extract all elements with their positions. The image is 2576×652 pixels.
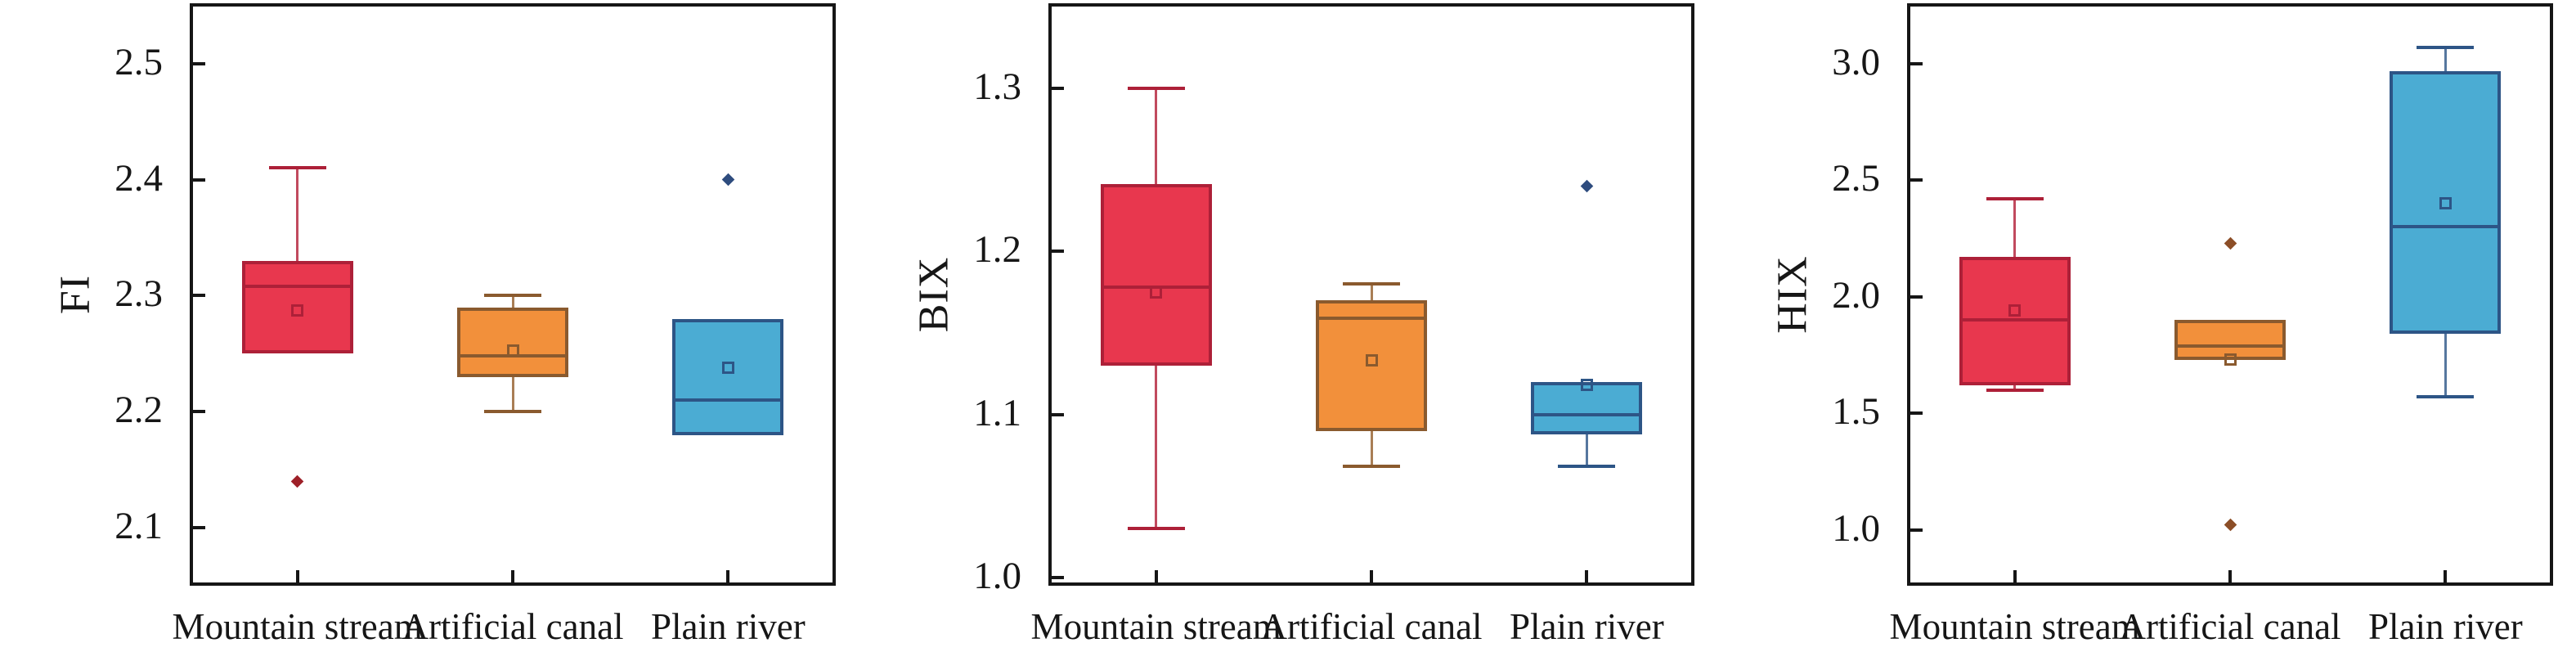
lower-whisker-line (1585, 434, 1588, 467)
mean-marker (506, 344, 519, 357)
median-line (2393, 225, 2498, 229)
x-tick-label: Mountain stream (172, 606, 423, 647)
upper-whisker-line (296, 168, 299, 261)
box-iqr (2390, 70, 2502, 335)
x-tick-mark (1585, 570, 1589, 582)
mean-marker (291, 304, 304, 317)
y-tick-label: 2.1 (114, 505, 163, 548)
y-tick-mark (193, 178, 205, 182)
y-tick-mark (193, 410, 205, 414)
panel-fi: FI 2.1 2.2 2.3 2.4 2.5 Mountain stream Artific… (0, 0, 859, 652)
lower-whisker-cap (1558, 465, 1616, 469)
upper-whisker-line (2444, 47, 2447, 71)
y-tick-mark (193, 294, 205, 298)
lower-whisker-line (1155, 365, 1158, 529)
x-tick-label: Artificial canal (1260, 606, 1483, 647)
lower-whisker-line (1370, 430, 1373, 467)
y-tick-mark (1910, 528, 1923, 532)
y-tick-mark (1052, 412, 1064, 416)
x-tick-mark (2444, 570, 2448, 582)
y-tick-label: 1.0 (973, 555, 1021, 598)
median-line (1319, 316, 1424, 320)
y-tick-label: 1.0 (1832, 506, 1880, 550)
lower-whisker-cap (2417, 395, 2475, 399)
y-tick-label: 2.2 (114, 389, 163, 432)
mean-marker (2008, 304, 2022, 317)
upper-whisker-line (1370, 284, 1373, 300)
lower-whisker-cap (484, 410, 541, 414)
y-tick-label: 3.0 (1832, 41, 1880, 84)
mean-marker (2439, 197, 2452, 210)
box-iqr (1100, 184, 1212, 366)
y-tick-label: 2.4 (114, 156, 163, 200)
x-tick-label: Mountain stream (1889, 606, 2140, 647)
y-tick-label: 2.5 (1832, 157, 1880, 200)
mean-marker (1580, 379, 1593, 392)
median-line (2178, 344, 2282, 348)
x-tick-mark (295, 570, 299, 582)
y-tick-label: 2.3 (114, 272, 163, 316)
box-iqr (457, 307, 568, 377)
y-tick-label: 2.0 (1832, 273, 1880, 317)
lower-whisker-line (2013, 385, 2017, 390)
panel-hix: HIX 1.0 1.5 2.0 2.5 3.0 Mountain stream Artifi… (1717, 0, 2576, 652)
plot-frame (1907, 3, 2553, 586)
upper-whisker-line (1155, 88, 1158, 185)
y-tick-mark (1910, 178, 1923, 182)
upper-whisker-cap (2417, 46, 2475, 50)
upper-whisker-cap (1986, 197, 2044, 201)
upper-whisker-cap (484, 294, 541, 298)
median-line (675, 398, 781, 402)
y-tick-label: 1.2 (973, 228, 1021, 272)
y-tick-label: 2.5 (114, 40, 163, 83)
lower-whisker-line (2444, 334, 2447, 398)
box-iqr (2174, 320, 2286, 360)
median-line (245, 285, 350, 289)
x-tick-label: Mountain stream (1030, 606, 1281, 647)
y-tick-label: 1.5 (1832, 390, 1880, 434)
x-tick-mark (726, 570, 730, 582)
lower-whisker-cap (1343, 465, 1400, 469)
upper-whisker-line (2013, 199, 2017, 258)
plot-frame (190, 3, 836, 586)
lower-whisker-line (511, 376, 514, 412)
panel-bix: BIX 1.0 1.1 1.2 1.3 Mountain stream Artificia… (859, 0, 1717, 652)
y-tick-mark (193, 526, 205, 530)
y-tick-label: 1.3 (973, 65, 1021, 108)
x-tick-mark (2228, 570, 2232, 582)
x-tick-mark (1370, 570, 1373, 582)
box-iqr (241, 260, 353, 354)
mean-marker (1365, 354, 1378, 367)
upper-whisker-line (511, 295, 514, 308)
x-tick-mark (1154, 570, 1158, 582)
x-tick-mark (511, 570, 514, 582)
y-tick-mark (1910, 295, 1923, 299)
y-tick-mark (1052, 576, 1064, 580)
upper-whisker-cap (268, 166, 326, 170)
y-tick-label: 1.1 (973, 391, 1021, 434)
y-tick-mark (193, 61, 205, 65)
mean-marker (1150, 286, 1163, 299)
mean-marker (2224, 353, 2237, 366)
upper-whisker-cap (1343, 282, 1400, 286)
mean-marker (721, 361, 734, 374)
box-iqr (672, 318, 784, 435)
x-tick-label: Plain river (650, 606, 806, 647)
x-tick-label: Artificial canal (402, 606, 624, 647)
x-tick-label: Artificial canal (2119, 606, 2341, 647)
y-tick-mark (1052, 86, 1064, 90)
y-tick-mark (1910, 411, 1923, 416)
lower-whisker-cap (1127, 527, 1185, 531)
lower-whisker-cap (1986, 388, 2044, 392)
median-line (1534, 412, 1640, 416)
plot-frame (1048, 3, 1694, 586)
upper-whisker-cap (1127, 86, 1185, 90)
y-tick-mark (1052, 250, 1064, 254)
median-line (1962, 318, 2067, 322)
y-tick-mark (1910, 62, 1923, 66)
x-tick-mark (2013, 570, 2017, 582)
x-tick-label: Plain river (2367, 606, 2523, 647)
x-tick-label: Plain river (1509, 606, 1664, 647)
